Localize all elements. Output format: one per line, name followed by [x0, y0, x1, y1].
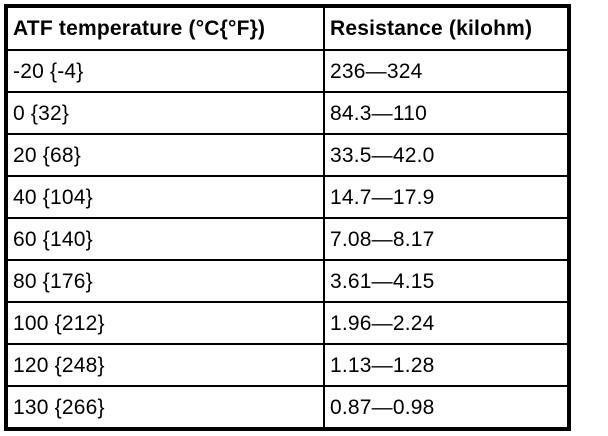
table-row: 40 {104} 14.7—17.9 [5, 175, 570, 219]
cell-temperature: 80 {176} [5, 259, 325, 303]
column-header-resistance: Resistance (kilohm) [323, 5, 570, 51]
cell-resistance: 33.5—42.0 [323, 133, 570, 177]
cell-temperature: 40 {104} [5, 175, 325, 219]
cell-resistance: 84.3—110 [323, 91, 570, 135]
cell-temperature: 60 {140} [5, 217, 325, 261]
table-row: 100 {212} 1.96—2.24 [5, 301, 570, 345]
atf-temperature-resistance-table: ATF temperature (°C{°F}) Resistance (kil… [4, 4, 571, 431]
table-row: -20 {-4} 236—324 [5, 49, 570, 93]
cell-temperature: -20 {-4} [5, 49, 325, 93]
table-row: 60 {140} 7.08—8.17 [5, 217, 570, 261]
table-row: 20 {68} 33.5—42.0 [5, 133, 570, 177]
cell-resistance: 1.13—1.28 [323, 343, 570, 387]
cell-resistance: 236—324 [323, 49, 570, 93]
table-row: 0 {32} 84.3—110 [5, 91, 570, 135]
cell-temperature: 130 {266} [5, 385, 325, 430]
cell-temperature: 20 {68} [5, 133, 325, 177]
cell-resistance: 3.61—4.15 [323, 259, 570, 303]
table-row: 120 {248} 1.13—1.28 [5, 343, 570, 387]
table-row: 80 {176} 3.61—4.15 [5, 259, 570, 303]
cell-resistance: 0.87—0.98 [323, 385, 570, 430]
cell-temperature: 0 {32} [5, 91, 325, 135]
cell-resistance: 7.08—8.17 [323, 217, 570, 261]
cell-resistance: 14.7—17.9 [323, 175, 570, 219]
cell-resistance: 1.96—2.24 [323, 301, 570, 345]
cell-temperature: 120 {248} [5, 343, 325, 387]
table-row: 130 {266} 0.87—0.98 [5, 385, 570, 430]
column-header-temperature: ATF temperature (°C{°F}) [5, 5, 325, 51]
cell-temperature: 100 {212} [5, 301, 325, 345]
table-header-row: ATF temperature (°C{°F}) Resistance (kil… [5, 5, 570, 51]
